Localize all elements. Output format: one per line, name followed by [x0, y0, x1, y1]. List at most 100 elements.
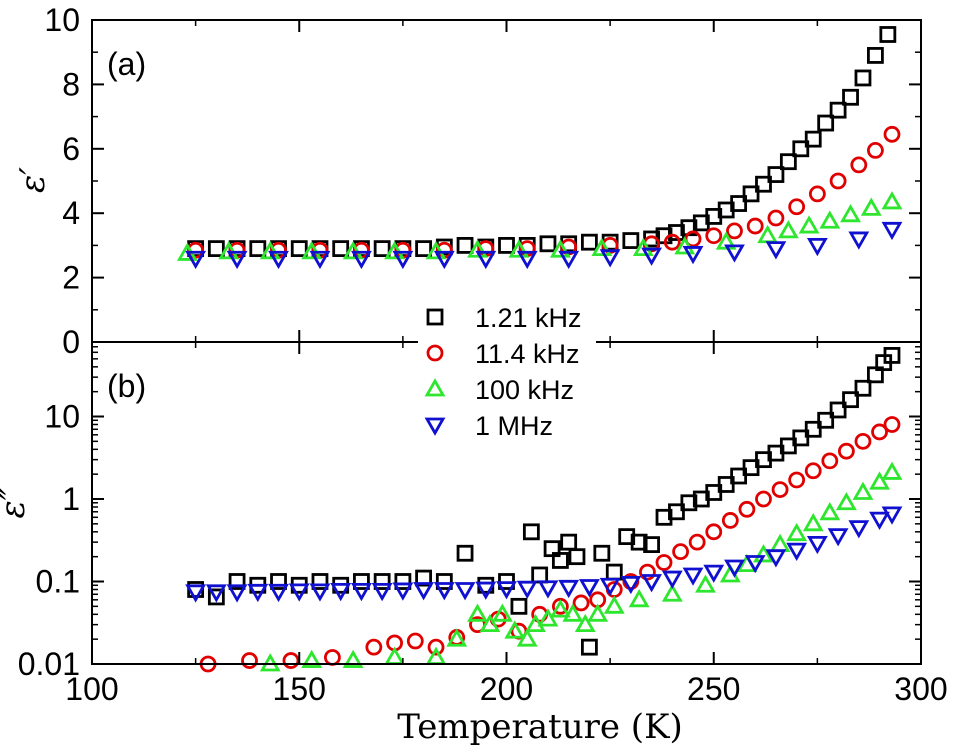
- data-point: [804, 130, 822, 148]
- data-point: [655, 508, 673, 526]
- data-point: [433, 250, 455, 270]
- data-point: [827, 528, 849, 547]
- data-point: [786, 542, 808, 561]
- data-point: [850, 156, 868, 174]
- data-point: [454, 582, 476, 601]
- data-point: [309, 583, 331, 602]
- data-point: [765, 549, 787, 568]
- data-point: [802, 513, 824, 532]
- series-1-21-khz: [187, 347, 901, 656]
- data-point: [840, 203, 861, 223]
- data-point: [516, 628, 538, 647]
- series-100-khz: [259, 461, 903, 672]
- legend-marker: [426, 308, 444, 326]
- data-point: [568, 548, 586, 566]
- data-point: [342, 649, 364, 668]
- series-1-mhz: [185, 506, 903, 603]
- data-point: [268, 250, 289, 270]
- panel-a-label: (a): [107, 46, 146, 82]
- panel-b-y-tick-label: 0.01: [18, 646, 80, 682]
- series-1-mhz: [185, 221, 903, 270]
- data-point: [632, 237, 654, 257]
- legend-label: 1 MHz: [475, 411, 553, 441]
- data-point: [881, 221, 903, 241]
- data-point: [792, 429, 810, 447]
- data-point: [620, 575, 642, 595]
- panel-a-y-tick-label: 4: [62, 195, 80, 231]
- data-point: [779, 153, 797, 171]
- data-point: [630, 533, 648, 551]
- data-point: [883, 347, 901, 364]
- panel-a-ylabel: ε′: [13, 167, 53, 193]
- data-point: [259, 241, 281, 260]
- data-point: [852, 481, 874, 500]
- data-point: [767, 166, 785, 183]
- data-point: [562, 603, 584, 622]
- data-point: [537, 580, 559, 599]
- data-point: [755, 490, 772, 508]
- panel-a-marks: [176, 26, 903, 270]
- data-point: [504, 620, 526, 639]
- data-point: [599, 577, 621, 597]
- panel-b-y-tick-label: 1: [62, 481, 80, 517]
- data-point: [510, 597, 528, 615]
- data-point: [351, 250, 372, 270]
- data-point: [869, 511, 890, 530]
- data-point: [879, 26, 897, 43]
- legend: 1.21 kHz 11.4 kHz 100 kHz 1 MHz: [418, 296, 596, 442]
- data-point: [578, 579, 600, 598]
- panel-b-y-tick-label: 0.1: [36, 564, 80, 600]
- data-point: [829, 401, 847, 419]
- data-point: [661, 570, 683, 589]
- data-point: [842, 391, 859, 409]
- data-point: [574, 613, 596, 633]
- data-point: [808, 185, 826, 203]
- data-point: [767, 209, 785, 227]
- data-point: [185, 584, 207, 603]
- data-point: [309, 250, 331, 270]
- data-point: [771, 481, 789, 499]
- data-point: [591, 237, 613, 257]
- data-point: [792, 140, 810, 158]
- data-point: [392, 582, 414, 601]
- data-point: [821, 452, 839, 470]
- data-point: [688, 533, 706, 551]
- data-point: [353, 573, 370, 590]
- data-point: [522, 523, 540, 541]
- data-point: [282, 652, 300, 669]
- data-point: [491, 603, 513, 622]
- data-point: [185, 250, 207, 270]
- data-point: [581, 233, 598, 251]
- data-point: [705, 227, 723, 245]
- data-point: [456, 544, 474, 562]
- data-point: [663, 233, 681, 251]
- data-point: [435, 573, 453, 590]
- data-point: [288, 583, 310, 602]
- data-point: [804, 420, 822, 438]
- data-point: [819, 501, 841, 521]
- data-point: [726, 222, 743, 240]
- data-point: [829, 172, 847, 190]
- data-point: [860, 197, 882, 216]
- data-point: [249, 240, 267, 258]
- data-point: [581, 638, 598, 656]
- data-point: [867, 47, 884, 64]
- data-point: [881, 461, 903, 480]
- data-point: [753, 544, 774, 563]
- x-tick-label: 150: [273, 671, 326, 707]
- data-point: [871, 423, 888, 441]
- x-tick-label: 100: [65, 671, 118, 707]
- data-point: [498, 236, 515, 254]
- data-point: [496, 581, 517, 600]
- legend-label: 11.4 kHz: [475, 339, 580, 369]
- data-point: [680, 494, 698, 512]
- data-point: [207, 240, 225, 258]
- data-point: [672, 543, 689, 561]
- data-point: [668, 503, 685, 521]
- data-point: [806, 237, 828, 257]
- data-point: [516, 250, 538, 270]
- data-point: [549, 239, 571, 258]
- data-point: [537, 608, 559, 627]
- data-point: [205, 584, 227, 603]
- data-point: [786, 522, 808, 542]
